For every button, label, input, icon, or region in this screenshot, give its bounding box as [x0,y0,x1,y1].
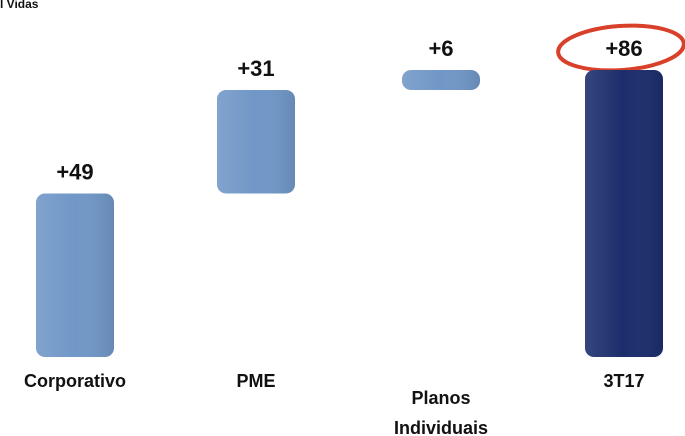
bar-shade [402,70,480,91]
highlight-ring [556,23,685,73]
data-label: +86 [605,36,642,61]
data-label: +49 [56,159,93,184]
chart-title: l Vidas [0,0,39,11]
category-label: Corporativo [23,371,127,391]
data-label: +6 [428,36,453,61]
category-label: PME [236,371,276,391]
category-label: 3T17 [603,371,645,391]
category-label: Planos Individuais [393,388,489,436]
data-label: +31 [237,56,274,81]
bar-shade [217,90,295,194]
bar-shade [585,70,663,357]
bar-shade [36,193,114,357]
